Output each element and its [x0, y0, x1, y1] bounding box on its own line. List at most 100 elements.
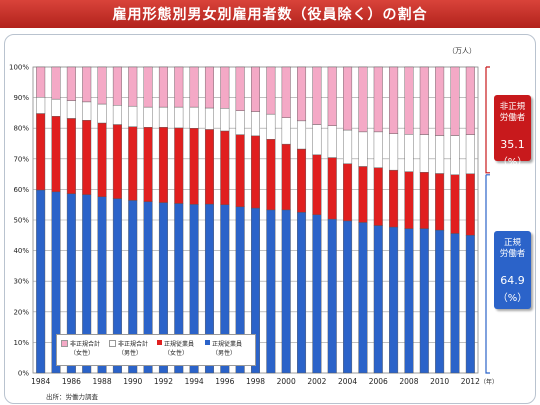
regular-percent-value: 64.9 — [500, 274, 525, 287]
bar-segment-nonregular-male — [97, 103, 107, 124]
bar-segment-regular-female — [97, 122, 107, 197]
y-tick-label: 40% — [13, 247, 29, 255]
bar-segment-nonregular-male — [251, 111, 260, 137]
legend-label: 非正規合計 — [118, 341, 149, 348]
regular-summary-box: 正規 労働者 64.9 （%） — [494, 231, 531, 309]
regular-bracket — [485, 174, 490, 374]
y-tick-label: 30% — [13, 278, 29, 286]
bar-segment-nonregular-male — [435, 135, 445, 174]
nonregular-percent-value: 35.1 — [500, 138, 525, 151]
bar-segment-regular-female — [419, 172, 429, 229]
bar-segment-nonregular-female — [174, 66, 184, 108]
legend-label: 非正規合計 — [70, 341, 101, 348]
bar-segment-nonregular-male — [51, 98, 61, 117]
bar-segment-nonregular-female — [82, 66, 92, 103]
x-tick-label: 2008 — [399, 377, 418, 386]
nonregular-label: 非正規 — [499, 102, 526, 112]
x-tick-label: 2002 — [307, 377, 326, 386]
legend-swatch — [109, 340, 116, 347]
bar-segment-nonregular-male — [450, 135, 460, 175]
bar-segment-regular-female — [66, 118, 76, 194]
x-tick-label: 2004 — [338, 377, 357, 386]
bar-segment-regular-female — [465, 173, 475, 236]
bar-segment-regular-female — [435, 173, 445, 231]
bar-segment-nonregular-female — [404, 66, 414, 135]
legend-sublabel: （男性） — [212, 350, 237, 357]
bar-segment-regular-female — [220, 130, 230, 205]
bar-segment-regular-female — [143, 127, 153, 202]
bar-segment-nonregular-male — [465, 134, 475, 174]
bar-segment-regular-male — [450, 233, 460, 374]
chart-title: 雇用形態別男女別雇用者数（役員除く）の割合 — [112, 7, 428, 23]
legend-label: 正規従業員 — [212, 341, 243, 348]
bar-segment-regular-female — [450, 174, 460, 234]
legend-swatch — [61, 340, 68, 347]
bar-segment-regular-male — [389, 226, 399, 374]
bar-segment-nonregular-male — [281, 117, 291, 145]
bar-segment-regular-female — [358, 166, 368, 223]
bar-segment-regular-male — [465, 235, 475, 374]
legend-item-regular-female: 正規従業員 （女性） — [157, 339, 194, 357]
bar-segment-nonregular-male — [404, 134, 414, 172]
y-tick-label: 70% — [13, 155, 29, 163]
bar-segment-regular-male — [312, 214, 322, 374]
chart-legend: 非正規合計 （女性） 非正規合計 （男性） 正規従業員 （女性） 正規従業員 （男性） — [56, 334, 256, 366]
bar-segment-regular-female — [251, 135, 260, 209]
bar-segment-regular-male — [36, 189, 46, 374]
bar-segment-nonregular-female — [235, 66, 245, 111]
legend-label: 正規従業員 — [164, 341, 195, 348]
x-tick-label: 1984 — [31, 377, 50, 386]
legend-swatch — [205, 340, 210, 345]
legend-sublabel: （女性） — [70, 350, 95, 357]
bar-segment-nonregular-female — [143, 66, 153, 108]
bar-segment-regular-female — [51, 116, 61, 193]
bar-segment-nonregular-female — [435, 66, 445, 136]
bar-segment-regular-female — [36, 113, 46, 191]
bar-segment-regular-female — [235, 134, 245, 208]
y-tick-label: 90% — [13, 94, 29, 102]
bar-segment-nonregular-female — [66, 66, 76, 101]
bar-segment-nonregular-female — [297, 66, 307, 122]
x-tick-label: 1990 — [123, 377, 142, 386]
x-tick-label: 2012 — [461, 377, 480, 386]
bar-segment-nonregular-male — [143, 106, 153, 128]
bar-segment-nonregular-female — [450, 66, 460, 136]
y-tick-label: 100% — [9, 64, 29, 72]
y-tick-label: 20% — [13, 308, 29, 316]
legend-item-regular-male: 正規従業員 （男性） — [205, 339, 242, 357]
x-tick-label: 1986 — [62, 377, 81, 386]
x-tick-label: 1988 — [93, 377, 112, 386]
bar-segment-nonregular-male — [128, 105, 138, 127]
bar-segment-regular-male — [327, 218, 337, 374]
bar-segment-regular-male — [435, 229, 445, 374]
bar-segment-nonregular-male — [112, 105, 122, 125]
bar-segment-regular-female — [128, 126, 138, 201]
bar-segment-regular-female — [327, 157, 337, 220]
legend-item-nonregular-female: 非正規合計 （女性） — [61, 339, 100, 357]
regular-label: 正規 — [503, 238, 521, 248]
x-tick-label: 1992 — [154, 377, 173, 386]
bar-segment-nonregular-male — [82, 101, 92, 121]
bar-segment-regular-female — [312, 154, 322, 215]
bar-segment-regular-female — [174, 127, 184, 204]
bar-segment-nonregular-female — [465, 66, 475, 135]
bar-segment-nonregular-male — [235, 110, 245, 135]
bar-segment-regular-female — [373, 167, 383, 226]
bar-segment-nonregular-male — [266, 113, 276, 140]
bar-segment-nonregular-male — [66, 100, 76, 119]
bar-segment-regular-male — [358, 222, 368, 374]
bar-segment-nonregular-female — [189, 66, 199, 108]
legend-swatch — [157, 340, 162, 345]
bar-segment-regular-female — [112, 124, 122, 199]
bar-segment-regular-male — [297, 212, 307, 374]
bar-segment-regular-male — [404, 228, 414, 374]
regular-label-2: 労働者 — [499, 249, 526, 259]
bar-segment-regular-female — [404, 171, 414, 229]
x-tick-label: 1998 — [246, 377, 265, 386]
x-tick-label: 2010 — [430, 377, 449, 386]
bar-segment-nonregular-male — [343, 129, 353, 164]
bar-segment-regular-male — [419, 228, 429, 374]
y-tick-label: 60% — [13, 186, 29, 194]
bar-segment-nonregular-male — [419, 134, 429, 173]
bar-segment-nonregular-male — [220, 108, 230, 132]
